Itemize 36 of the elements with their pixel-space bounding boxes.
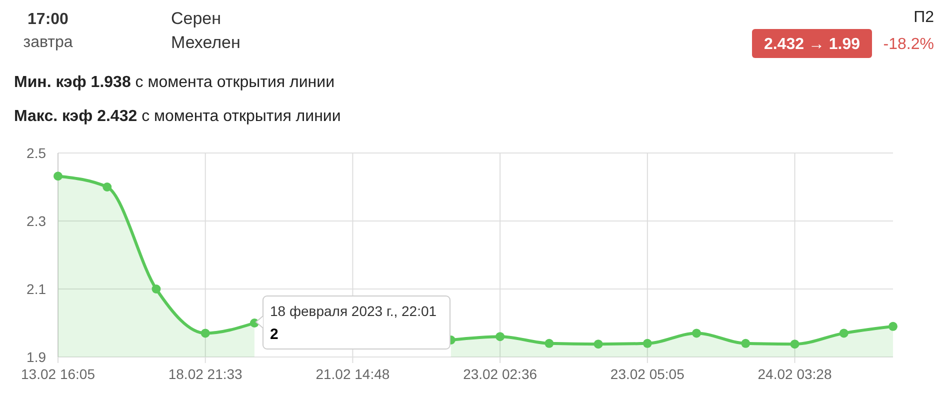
annotation: 18 февраля 2023 г., 22:01	[270, 303, 437, 319]
text: Макс. кэф 2.432	[14, 108, 138, 125]
x-tick-label: 21.02 14:48	[316, 366, 390, 382]
text: -18.2%	[883, 36, 934, 53]
text: Мехелен	[171, 33, 240, 52]
text: 2.432 → 1.99	[764, 36, 860, 53]
x-tick-label: 23.02 02:36	[463, 366, 538, 382]
point	[741, 338, 750, 348]
point	[692, 328, 702, 338]
text: с момента открытия линии	[135, 74, 334, 91]
text: Мин. кэф 1.938	[14, 74, 131, 91]
annotation: 2	[270, 326, 278, 343]
point	[102, 182, 112, 192]
text: 17:00	[28, 11, 69, 28]
text: завтра	[23, 34, 73, 51]
x-tick-label: 13.02 16:05	[21, 366, 96, 382]
text: с момента открытия линии	[142, 108, 341, 125]
text: Серен	[171, 9, 222, 28]
x-tick-label: 24.02 03:28	[758, 366, 832, 382]
point	[790, 340, 800, 349]
text: П2	[914, 9, 934, 26]
y-tick-label: 2.5	[26, 145, 46, 161]
point	[496, 332, 505, 342]
y-tick-label: 2.3	[26, 213, 46, 229]
point	[544, 338, 554, 348]
point	[642, 338, 652, 348]
y-tick-label: 2.1	[26, 281, 46, 297]
y-tick-label: 1.9	[26, 349, 46, 365]
x-tick-label: 18.02 21:33	[168, 366, 243, 382]
point	[888, 322, 898, 331]
point	[54, 172, 62, 181]
point	[152, 284, 161, 294]
x-tick-label: 23.02 05:05	[610, 366, 685, 382]
point	[839, 328, 848, 338]
point	[594, 340, 603, 349]
point	[200, 328, 210, 338]
